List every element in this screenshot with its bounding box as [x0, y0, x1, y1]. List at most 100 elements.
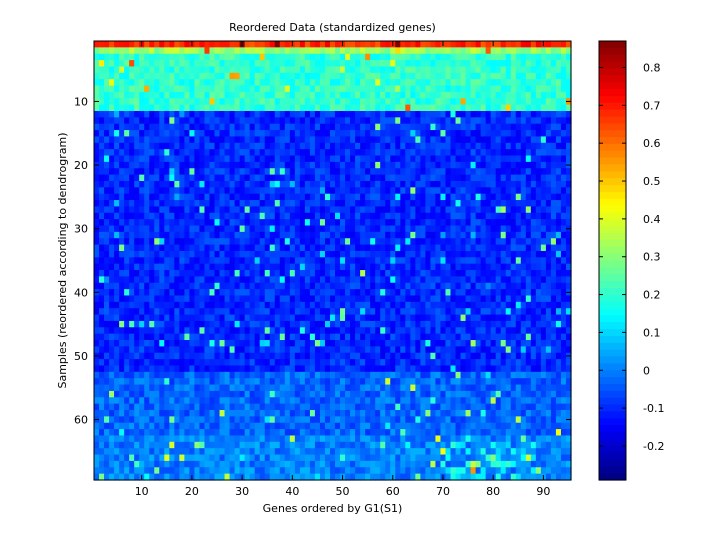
heatmap-cell — [144, 346, 150, 354]
heatmap-cell — [304, 320, 311, 328]
heatmap-cell — [390, 136, 396, 144]
heatmap-cell — [189, 301, 196, 309]
heatmap-cell — [254, 238, 261, 246]
heatmap-cell — [455, 340, 462, 347]
heatmap-cell — [139, 200, 145, 208]
heatmap-cell — [510, 85, 517, 93]
heatmap-cell — [540, 123, 547, 131]
heatmap-cell — [460, 219, 467, 227]
heatmap-cell — [239, 333, 246, 341]
heatmap-cell — [495, 130, 502, 138]
heatmap-cell — [365, 231, 371, 239]
heatmap-cell — [269, 174, 276, 182]
heatmap-cell — [299, 301, 306, 309]
heatmap-cell — [294, 193, 301, 201]
heatmap-cell — [460, 231, 467, 239]
heatmap-cell — [299, 85, 306, 93]
heatmap-cell — [109, 225, 115, 233]
heatmap-cell — [350, 168, 356, 176]
heatmap-cell — [94, 200, 100, 208]
heatmap-cell — [94, 206, 100, 214]
heatmap-cell — [390, 282, 396, 290]
heatmap-cell — [525, 365, 532, 373]
heatmap-cell — [279, 79, 286, 87]
heatmap-cell — [365, 365, 371, 373]
heatmap-cell — [139, 123, 145, 131]
heatmap-cell — [435, 98, 442, 106]
heatmap-cell — [124, 276, 130, 284]
heatmap-cell — [485, 231, 492, 239]
heatmap-cell — [199, 263, 206, 271]
heatmap-cell — [214, 320, 221, 328]
heatmap-cell — [465, 263, 472, 271]
heatmap-cell — [425, 161, 432, 169]
heatmap-cell — [390, 123, 396, 131]
heatmap-cell — [495, 263, 502, 271]
heatmap-cell — [505, 263, 512, 271]
heatmap-cell — [94, 41, 100, 48]
heatmap-cell — [164, 85, 170, 93]
heatmap-cell — [345, 98, 351, 106]
heatmap-cell — [370, 91, 376, 99]
heatmap-cell — [435, 149, 442, 157]
heatmap-cell — [249, 219, 256, 227]
heatmap-cell — [259, 60, 266, 68]
heatmap-cell — [355, 85, 361, 93]
heatmap-cell — [274, 72, 281, 80]
heatmap-cell — [380, 276, 386, 284]
heatmap-cell — [495, 238, 502, 246]
heatmap-cell — [314, 60, 321, 68]
heatmap-cell — [535, 295, 542, 303]
heatmap-cell — [234, 206, 241, 214]
heatmap-cell — [500, 180, 507, 188]
heatmap-cell — [224, 142, 231, 150]
heatmap-cell — [149, 346, 155, 354]
heatmap-cell — [184, 295, 190, 303]
heatmap-cell — [289, 72, 296, 80]
heatmap-cell — [234, 98, 241, 106]
heatmap-cell — [400, 200, 406, 208]
heatmap-cell — [395, 320, 401, 328]
heatmap-cell — [319, 327, 326, 335]
heatmap-cell — [385, 41, 391, 48]
heatmap-cell — [455, 53, 462, 61]
heatmap-cell — [465, 149, 472, 157]
heatmap-cell — [415, 206, 421, 214]
heatmap-cell — [194, 123, 201, 131]
heatmap-cell — [219, 79, 226, 87]
heatmap-cell — [254, 142, 261, 150]
heatmap-cell — [214, 276, 221, 284]
heatmap-cell — [154, 98, 160, 106]
heatmap-cell — [319, 117, 326, 125]
heatmap-cell — [324, 219, 331, 227]
heatmap-cell — [254, 231, 261, 239]
heatmap-cell — [329, 346, 336, 354]
heatmap-cell — [545, 155, 552, 163]
heatmap-cell — [144, 91, 150, 99]
heatmap-cell — [440, 257, 447, 265]
heatmap-cell — [179, 117, 185, 125]
heatmap-cell — [345, 142, 351, 150]
heatmap-cell — [144, 155, 150, 163]
heatmap-cell — [545, 142, 552, 150]
heatmap-cell — [450, 327, 457, 335]
heatmap-cell — [304, 257, 311, 265]
heatmap-cell — [455, 161, 462, 169]
heatmap-cell — [284, 130, 291, 138]
heatmap-cell — [294, 327, 301, 335]
heatmap-cell — [350, 41, 356, 48]
heatmap-cell — [410, 149, 416, 157]
heatmap-cell — [375, 289, 381, 297]
heatmap-cell — [194, 270, 201, 277]
heatmap-cell — [99, 117, 105, 125]
heatmap-cell — [219, 270, 226, 277]
heatmap-cell — [540, 359, 547, 367]
heatmap-cell — [440, 282, 447, 290]
heatmap-cell — [164, 295, 170, 303]
heatmap-cell — [99, 359, 105, 367]
heatmap-cell — [129, 276, 135, 284]
heatmap-cell — [109, 91, 115, 99]
heatmap-cell — [219, 212, 226, 220]
heatmap-cell — [495, 352, 502, 360]
heatmap-cell — [410, 72, 416, 80]
